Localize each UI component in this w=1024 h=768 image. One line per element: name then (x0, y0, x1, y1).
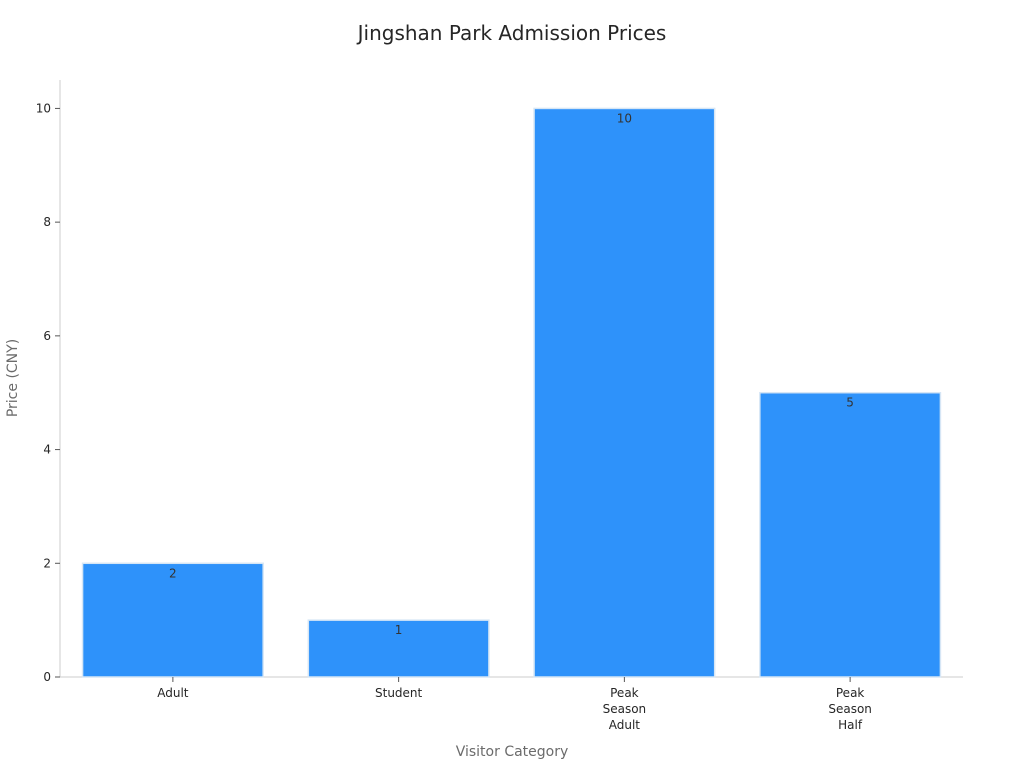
bar (307, 619, 490, 678)
x-ticks: Adult Student Peak Season Adult Peak Season Hal… (157, 677, 872, 732)
bar (759, 391, 942, 678)
x-tick-label: Student (375, 686, 423, 700)
bar-value-label: 5 (846, 396, 854, 410)
x-axis-label: Visitor Category (456, 744, 569, 760)
y-tick-label: 0 (43, 670, 51, 684)
x-tick-label-line: Season (603, 702, 647, 716)
y-tick-label: 6 (43, 329, 51, 343)
x-tick-label-line: Peak (610, 686, 639, 700)
x-tick-label-line: Adult (157, 686, 189, 700)
x-tick-label: Adult (157, 686, 189, 700)
bar-value-label: 1 (395, 623, 403, 637)
x-tick-label: Peak Season Half (828, 686, 872, 732)
y-ticks: 0 2 4 6 8 10 (36, 101, 60, 684)
y-tick-label: 10 (36, 101, 51, 115)
y-tick-label: 2 (43, 556, 51, 570)
bar-value-label: 10 (617, 111, 632, 125)
x-tick-label-line: Half (838, 718, 863, 732)
chart-title: Jingshan Park Admission Prices (356, 21, 667, 45)
x-tick-label-line: Season (828, 702, 872, 716)
bar (533, 107, 716, 678)
y-axis-label: Price (CNY) (5, 339, 21, 417)
x-tick-label: Peak Season Adult (603, 686, 647, 732)
x-tick-label-line: Adult (609, 718, 641, 732)
x-tick-label-line: Peak (836, 686, 865, 700)
bar-value-label: 2 (169, 566, 177, 580)
bars: 2 1 10 5 (81, 107, 942, 678)
bar (81, 562, 264, 678)
y-tick-label: 4 (43, 443, 51, 457)
y-tick-label: 8 (43, 215, 51, 229)
x-tick-label-line: Student (375, 686, 423, 700)
